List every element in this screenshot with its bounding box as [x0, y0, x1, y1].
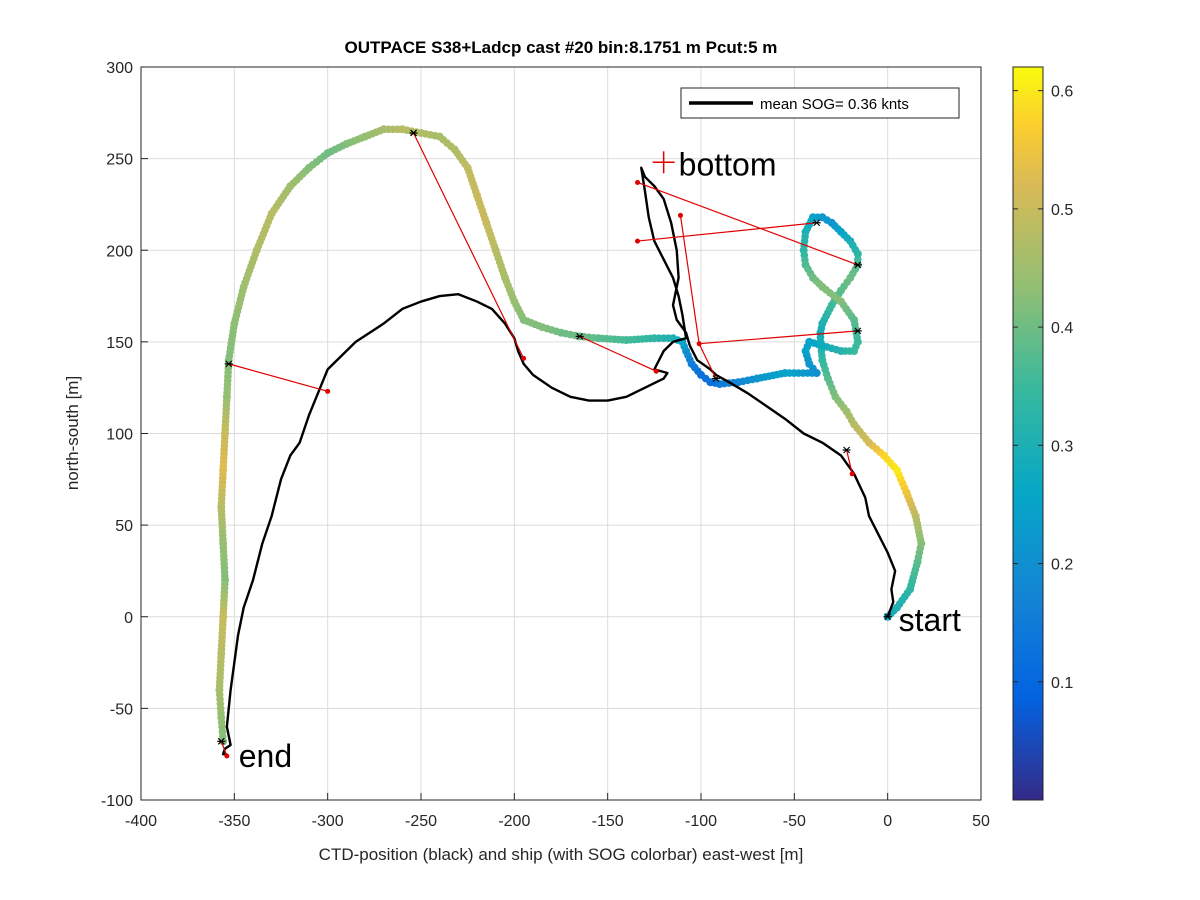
- ship-point-marker: [812, 219, 821, 227]
- ctd-point-marker: [696, 341, 702, 347]
- x-tick-label: -100: [685, 813, 717, 830]
- ship-point-marker: [853, 327, 862, 335]
- colorbar-tick-label: 0.6: [1051, 84, 1073, 101]
- connector-segment: [228, 363, 328, 392]
- y-tick-label: -50: [110, 701, 133, 718]
- ctd-point-marker: [325, 388, 331, 394]
- x-tick-label: -150: [592, 813, 624, 830]
- ship-point-marker: [224, 360, 233, 368]
- x-tick-label: -200: [498, 813, 530, 830]
- colorbar-tick-label: 0.4: [1051, 320, 1073, 337]
- ctd-point-marker: [635, 179, 641, 185]
- x-tick-label: 0: [883, 813, 892, 830]
- plot-marks: [215, 125, 926, 759]
- x-tick-label: -50: [783, 813, 806, 830]
- ctd-point-marker: [635, 238, 641, 244]
- connector-segment: [220, 741, 228, 757]
- connector-segment: [846, 449, 853, 474]
- chart-title: OUTPACE S38+Ladcp cast #20 bin:8.1751 m …: [345, 38, 778, 57]
- ctd-point-marker: [677, 212, 683, 218]
- colorbar-tick-label: 0.3: [1051, 438, 1073, 455]
- y-tick-label: 150: [106, 335, 133, 352]
- y-tick-label: 0: [124, 610, 133, 627]
- ctd-point-marker: [653, 368, 659, 374]
- x-tick-label: -300: [312, 813, 344, 830]
- legend: mean SOG= 0.36 knts: [680, 87, 960, 119]
- ship-point-marker: [711, 375, 720, 382]
- ctd-track-line: [221, 166, 897, 756]
- colorbar-tick-label: 0.5: [1051, 202, 1073, 219]
- y-tick-label: 200: [106, 243, 133, 260]
- legend-entry: mean SOG= 0.36 knts: [760, 96, 909, 113]
- ctd-point-marker: [521, 355, 527, 361]
- colorbar-ticks: 0.1 0.2 0.3 0.4 0.5 0.6: [1013, 84, 1073, 692]
- connector-segment: [637, 181, 859, 266]
- y-axis-ticks: -100 -50 0 50 100 150 200 250 300: [101, 60, 148, 810]
- connector-segment: [579, 335, 657, 372]
- x-axis-ticks: -400 -350 -300 -250 -200 -150 -100 -50 0 50: [125, 793, 990, 830]
- y-tick-label: -100: [101, 793, 133, 810]
- y-tick-label: 250: [106, 152, 133, 169]
- ctd-point-marker: [224, 753, 230, 759]
- y-tick-label: 100: [106, 427, 133, 444]
- x-tick-label: 50: [972, 813, 990, 830]
- x-tick-label: -350: [218, 813, 250, 830]
- ship-point-marker: [883, 613, 892, 621]
- y-axis-label: north-south [m]: [63, 376, 82, 490]
- annotation-end: end: [239, 738, 292, 774]
- ship-point-marker: [409, 129, 418, 137]
- bottom-marker: [652, 151, 675, 174]
- y-tick-label: 300: [106, 60, 133, 77]
- colorbar-tick-label: 0.1: [1051, 675, 1073, 692]
- annotation-start: start: [899, 602, 961, 638]
- x-tick-label: -400: [125, 813, 157, 830]
- connector-segment: [699, 330, 858, 345]
- colorbar: 0.1 0.2 0.3 0.4 0.5 0.6: [1012, 66, 1073, 801]
- connector-segment: [637, 222, 817, 242]
- ship-point-marker: [853, 261, 862, 269]
- colorbar-gradient: [1012, 66, 1044, 801]
- ship-point-marker: [217, 737, 226, 745]
- x-axis-label: CTD-position (black) and ship (with SOG …: [319, 845, 804, 864]
- annotations: bottom start end: [239, 146, 961, 774]
- ctd-point-marker: [849, 471, 855, 477]
- y-tick-label: 50: [115, 518, 133, 535]
- x-tick-label: -250: [405, 813, 437, 830]
- connector-segment: [698, 343, 717, 379]
- connector-segment: [412, 132, 525, 359]
- annotation-bottom: bottom: [679, 146, 777, 182]
- colorbar-tick-label: 0.2: [1051, 557, 1073, 574]
- ship-point-marker: [575, 332, 584, 340]
- ship-point-marker: [842, 446, 851, 454]
- ship-sog-point: [854, 255, 862, 264]
